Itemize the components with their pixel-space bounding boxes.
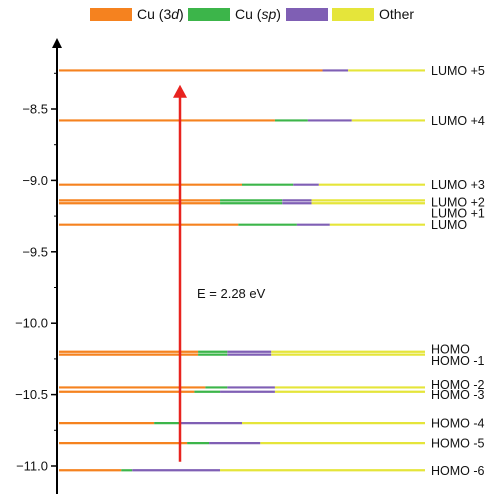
legend: Cu (3d) Cu (sp) P Other xyxy=(0,6,495,32)
level-label-lumo: LUMO xyxy=(431,218,467,232)
energy-levels xyxy=(59,69,425,472)
legend-label-other: Other xyxy=(379,6,415,22)
energy-gap-annotation: E = 2.28 eV xyxy=(197,286,266,301)
legend-item-cu-3d: Cu (3d) xyxy=(90,6,184,22)
legend-swatch-cu-sp xyxy=(188,7,230,21)
y-axis-arrowhead xyxy=(52,38,62,48)
legend-item-other: Other xyxy=(332,6,414,22)
y-tick-label: −10.5 xyxy=(15,387,48,402)
y-axis: −8.5 −9.0 −9.5 −10.0 −10.5 −11.0 xyxy=(15,38,62,494)
level-label-lumo+2: LUMO +2 xyxy=(431,195,485,209)
legend-item-cu-sp: Cu (sp) xyxy=(188,6,281,22)
level-label-homo-6: HOMO -6 xyxy=(431,464,485,478)
excitation-arrow xyxy=(173,84,187,462)
level-label-homo-2: HOMO -2 xyxy=(431,378,485,392)
level-label-lumo+4: LUMO +4 xyxy=(431,114,485,128)
arrow-head xyxy=(173,84,187,98)
level-label-lumo+5: LUMO +5 xyxy=(431,64,485,78)
level-label-lumo+3: LUMO +3 xyxy=(431,178,485,192)
level-label-homo-3: HOMO -3 xyxy=(431,388,485,402)
legend-label-cu-sp: Cu (sp) xyxy=(235,6,281,22)
level-label-homo-4: HOMO -4 xyxy=(431,417,485,431)
legend-label-cu-3d: Cu (3d) xyxy=(137,6,184,22)
level-label-homo: HOMO xyxy=(431,342,470,356)
y-tick-label: −9.5 xyxy=(22,244,48,259)
legend-swatch-p xyxy=(286,7,328,21)
y-tick-label: −10.0 xyxy=(15,316,48,331)
y-tick-label: −8.5 xyxy=(22,102,48,117)
legend-swatch-cu-3d xyxy=(90,7,132,21)
y-tick-label: −11.0 xyxy=(16,459,48,474)
y-tick-label: −9.0 xyxy=(22,173,48,188)
level-label-lumo+1: LUMO +1 xyxy=(431,207,485,221)
level-label-homo-1: HOMO -1 xyxy=(431,354,485,368)
level-label-homo-5: HOMO -5 xyxy=(431,437,485,451)
legend-swatch-other xyxy=(332,7,374,21)
